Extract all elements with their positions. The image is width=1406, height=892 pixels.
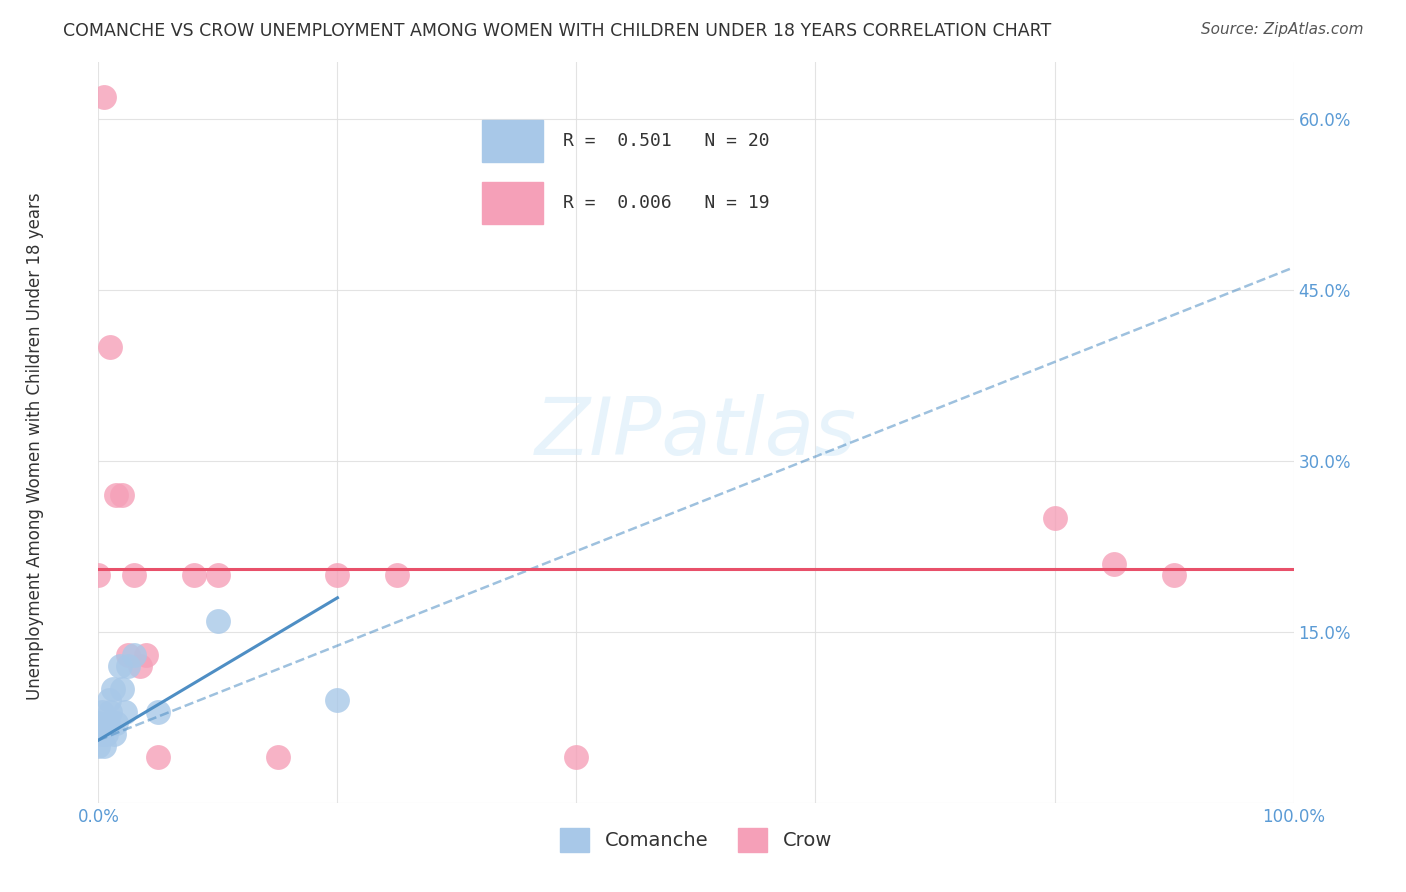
- Point: [93, 89, 115, 103]
- Point: [124, 568, 146, 582]
- Point: [98, 705, 122, 719]
- Point: [124, 648, 146, 662]
- Point: [87, 716, 110, 731]
- Point: [105, 716, 128, 731]
- Point: [148, 750, 170, 764]
- Point: [111, 681, 134, 696]
- Point: [87, 568, 110, 582]
- Text: ZIPatlas: ZIPatlas: [534, 393, 858, 472]
- Point: [97, 716, 120, 731]
- Point: [1043, 511, 1066, 525]
- Point: [207, 614, 229, 628]
- Point: [103, 727, 125, 741]
- Point: [385, 568, 409, 582]
- Point: [108, 659, 131, 673]
- Point: [326, 693, 349, 707]
- Legend: Comanche, Crow: Comanche, Crow: [553, 821, 839, 860]
- Point: [93, 739, 115, 753]
- Point: [565, 750, 588, 764]
- Point: [114, 705, 136, 719]
- Point: [267, 750, 290, 764]
- Point: [148, 705, 170, 719]
- Point: [98, 340, 122, 354]
- Point: [326, 568, 349, 582]
- Point: [94, 727, 117, 741]
- Point: [101, 681, 124, 696]
- Point: [90, 727, 112, 741]
- Text: COMANCHE VS CROW UNEMPLOYMENT AMONG WOMEN WITH CHILDREN UNDER 18 YEARS CORRELATI: COMANCHE VS CROW UNEMPLOYMENT AMONG WOME…: [63, 22, 1052, 40]
- Point: [87, 739, 110, 753]
- Point: [207, 568, 229, 582]
- Text: Source: ZipAtlas.com: Source: ZipAtlas.com: [1201, 22, 1364, 37]
- Point: [183, 568, 205, 582]
- Text: Unemployment Among Women with Children Under 18 years: Unemployment Among Women with Children U…: [27, 192, 44, 700]
- Point: [1104, 557, 1126, 571]
- Point: [135, 648, 157, 662]
- Point: [98, 693, 121, 707]
- Point: [91, 705, 114, 719]
- Point: [117, 648, 139, 662]
- Point: [111, 488, 134, 502]
- Point: [117, 659, 139, 673]
- Point: [1163, 568, 1185, 582]
- Point: [129, 659, 152, 673]
- Point: [105, 488, 128, 502]
